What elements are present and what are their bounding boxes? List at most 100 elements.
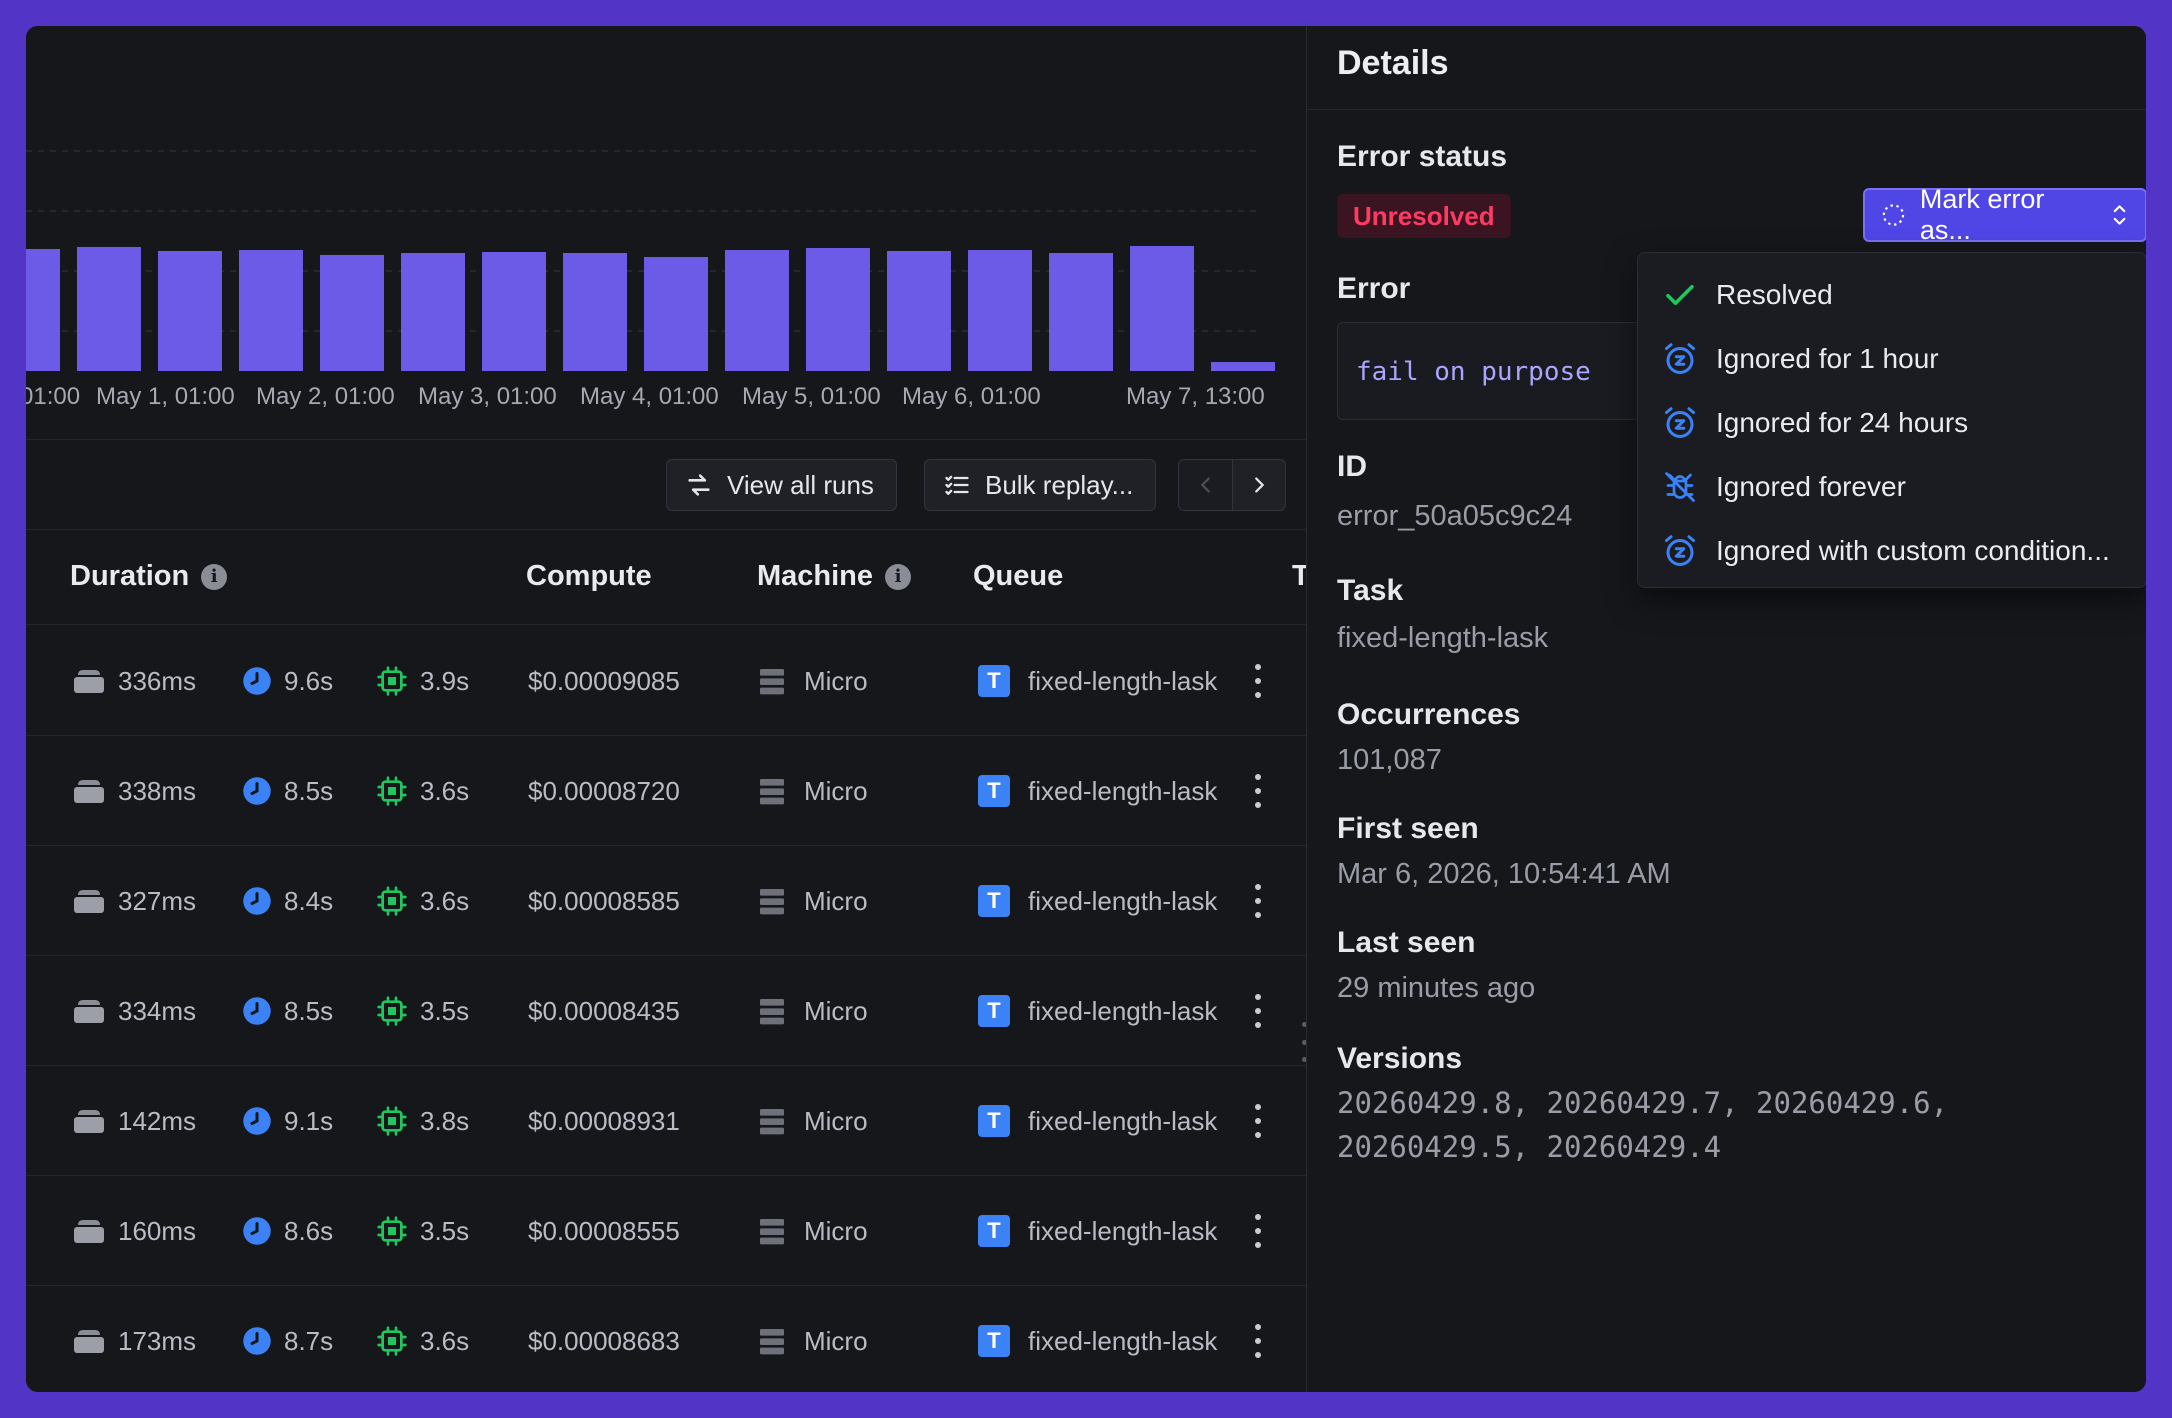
menu-item-ignored-custom[interactable]: Ignored with custom condition...: [1638, 519, 2146, 583]
menu-item-ignored-1-hour[interactable]: Ignored for 1 hour: [1638, 327, 2146, 391]
queue-value: fixed-length-lask: [1028, 775, 1218, 806]
table-header: Duration i Compute Machine i Queue T: [26, 530, 1310, 625]
compute-value: $0.00008555: [528, 1215, 680, 1246]
chart-bar[interactable]: [725, 250, 789, 371]
mark-error-as-button[interactable]: Mark error as...: [1863, 184, 2146, 245]
next-page-button[interactable]: [1232, 459, 1286, 511]
cpu-cell: 3.9s: [376, 626, 469, 736]
row-menu-icon[interactable]: [1254, 994, 1262, 1028]
task-type-icon: T: [978, 995, 1010, 1027]
row-menu-icon[interactable]: [1254, 774, 1262, 808]
x-tick-label: 01:00: [26, 383, 80, 410]
bug-off-icon: [1665, 472, 1695, 502]
prev-page-button[interactable]: [1178, 459, 1232, 511]
chart-bar[interactable]: [482, 252, 546, 371]
stack-icon: [74, 1220, 104, 1243]
cpu-cell: 3.6s: [376, 736, 469, 846]
chart-bar[interactable]: [806, 248, 870, 371]
machine-value: Micro: [804, 1105, 868, 1136]
header-queue[interactable]: Queue: [973, 560, 1063, 593]
menu-item-ignored-24-hours[interactable]: Ignored for 24 hours: [1638, 391, 2146, 455]
duration-cell: 8.7s: [242, 1286, 333, 1392]
queue-value: fixed-length-lask: [1028, 1325, 1218, 1356]
error-status-label: Error status: [1337, 140, 1508, 173]
machine-value: Micro: [804, 1325, 868, 1356]
chart-bar[interactable]: [563, 253, 627, 371]
panel-title: Details: [1307, 26, 2146, 110]
chart-bar[interactable]: [239, 250, 303, 371]
bulk-replay-label: Bulk replay...: [985, 469, 1134, 500]
chart-bar[interactable]: [26, 249, 60, 371]
row-menu-icon[interactable]: [1254, 1324, 1262, 1358]
details-panel: Details Error status Unresolved Mark err…: [1306, 26, 2146, 1392]
task-type-icon: T: [978, 1325, 1010, 1357]
chart-bar[interactable]: [77, 247, 141, 371]
row-menu-icon[interactable]: [1254, 884, 1262, 918]
chart-bar[interactable]: [887, 251, 951, 371]
machine-value: Micro: [804, 1215, 868, 1246]
compute-cell: $0.00008931: [528, 1066, 680, 1176]
duration-value: 8.4s: [284, 885, 334, 916]
pane-resize-handle[interactable]: [1302, 1022, 1310, 1062]
view-all-runs-button[interactable]: View all runs: [666, 459, 897, 511]
chart-bar[interactable]: [1211, 362, 1275, 371]
task-type-icon: T: [978, 1215, 1010, 1247]
chart-bar[interactable]: [158, 251, 222, 371]
clock-icon: [243, 1217, 271, 1245]
machine-cell: Micro: [756, 1066, 868, 1176]
header-machine[interactable]: Machine i: [757, 560, 912, 593]
chart-bar[interactable]: [1130, 246, 1194, 371]
header-compute[interactable]: Compute: [526, 560, 652, 593]
header-truncated-label: T: [1292, 560, 1310, 592]
compute-value: $0.00008585: [528, 885, 680, 916]
row-menu-icon[interactable]: [1254, 1104, 1262, 1138]
x-tick-label: May 7, 13:00: [1126, 383, 1265, 410]
compute-value: $0.00008720: [528, 775, 680, 806]
cpu-cell: 3.5s: [376, 956, 469, 1066]
loader-icon: [1882, 204, 1905, 226]
duration-cell: 9.6s: [242, 626, 333, 736]
header-queue-label: Queue: [973, 560, 1064, 592]
cpu-icon: [377, 1106, 407, 1136]
chart-bar[interactable]: [968, 250, 1032, 371]
header-duration[interactable]: Duration i: [70, 560, 228, 593]
info-icon[interactable]: i: [201, 563, 228, 590]
queued-time: 142ms: [118, 1105, 197, 1136]
cpu-icon: [377, 1326, 407, 1356]
chart-bar[interactable]: [1049, 253, 1113, 371]
duration-value: 8.6s: [284, 1215, 334, 1246]
task-type-icon: T: [978, 1105, 1010, 1137]
menu-item-ignored-forever[interactable]: Ignored forever: [1638, 455, 2146, 519]
header-truncated[interactable]: T: [1292, 560, 1310, 593]
server-icon: [760, 1109, 784, 1135]
header-compute-label: Compute: [526, 560, 652, 592]
cpu-value: 3.8s: [420, 1105, 470, 1136]
menu-item-resolved[interactable]: Resolved: [1638, 263, 2146, 327]
row-menu-icon[interactable]: [1254, 664, 1262, 698]
info-icon[interactable]: i: [885, 563, 912, 590]
bulk-replay-button[interactable]: Bulk replay...: [924, 459, 1157, 511]
versions-line-1: 20260429.8, 20260429.7, 20260429.6,: [1337, 1086, 1949, 1120]
chart-bar[interactable]: [320, 255, 384, 371]
duration-value: 9.1s: [284, 1105, 334, 1136]
row-menu-icon[interactable]: [1254, 1214, 1262, 1248]
chart-bar[interactable]: [401, 253, 465, 371]
task-value: fixed-length-lask: [1337, 622, 1549, 654]
chart-bar[interactable]: [644, 257, 708, 371]
header-machine-label: Machine: [757, 560, 874, 592]
cpu-value: 3.6s: [420, 885, 470, 916]
